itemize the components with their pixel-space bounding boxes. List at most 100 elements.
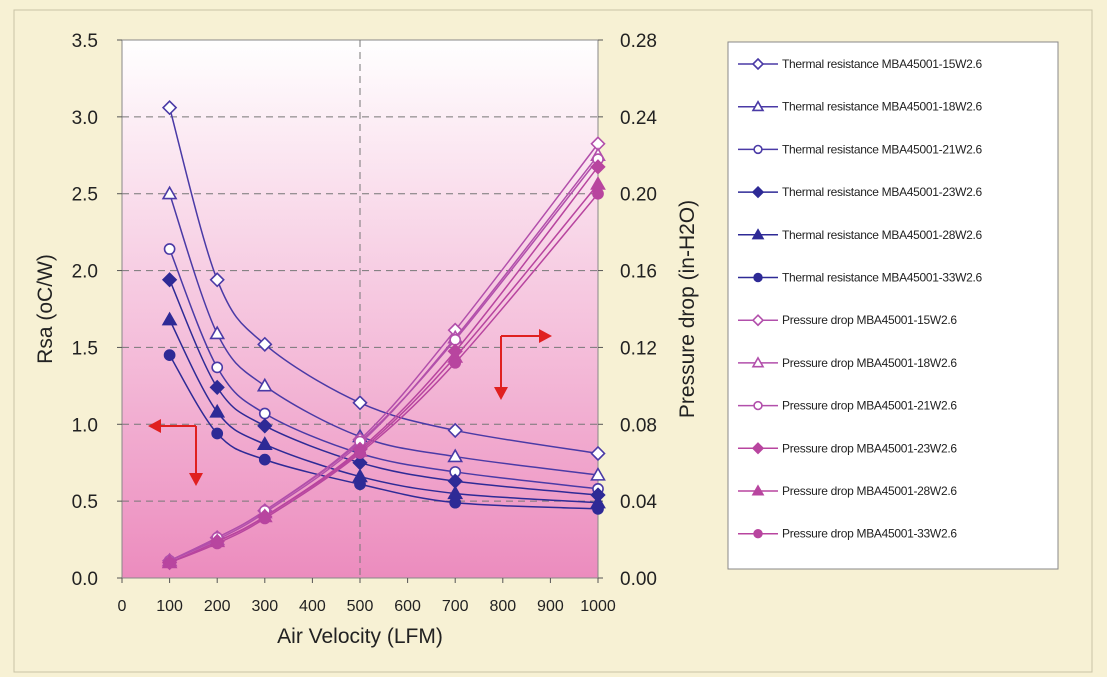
data-point xyxy=(258,453,271,466)
data-point xyxy=(209,403,226,418)
data-point xyxy=(258,512,271,525)
series-4 xyxy=(161,272,606,503)
data-point xyxy=(449,356,462,369)
data-point xyxy=(161,185,178,200)
legend-item: Pressure drop MBA45001-23W2.6 xyxy=(738,441,958,455)
series-line xyxy=(168,319,599,504)
x-tick-label: 400 xyxy=(299,598,326,615)
y-axis-title: Rsa (oC/W) xyxy=(34,254,57,364)
data-point xyxy=(209,272,225,288)
series-6 xyxy=(163,349,604,515)
x-tick-label: 1000 xyxy=(580,598,616,615)
data-point xyxy=(256,377,273,392)
y-tick-label: 3.0 xyxy=(72,108,98,129)
x-tick-label: 900 xyxy=(537,598,564,615)
series-line xyxy=(168,279,599,496)
legend-marker xyxy=(751,228,765,240)
y-tick-label: 3.5 xyxy=(72,31,98,52)
series-line xyxy=(168,107,599,455)
x-tick-label: 700 xyxy=(442,598,469,615)
series-line xyxy=(168,248,599,490)
data-point xyxy=(211,427,224,440)
y-tick-label: 1.5 xyxy=(72,338,98,359)
data-point xyxy=(449,333,462,346)
series-line xyxy=(168,193,599,476)
data-point xyxy=(256,436,273,450)
y2-tick-label: 0.28 xyxy=(620,31,657,52)
x-tick-label: 0 xyxy=(118,598,127,615)
legend-marker xyxy=(751,484,765,496)
legend-marker xyxy=(751,100,765,112)
legend-marker xyxy=(753,272,763,283)
data-point xyxy=(352,395,368,411)
x-tick-label: 600 xyxy=(394,598,421,615)
legend-item: Thermal resistance MBA45001-23W2.6 xyxy=(738,185,983,199)
left-axis-arrow xyxy=(148,419,203,486)
x-tick-label: 800 xyxy=(489,598,516,615)
data-point xyxy=(161,100,178,116)
legend-item: Pressure drop MBA45001-21W2.6 xyxy=(738,399,958,413)
legend-item: Pressure drop MBA45001-28W2.6 xyxy=(738,484,958,498)
x-tick-label: 200 xyxy=(204,598,231,615)
series-line xyxy=(168,354,599,510)
data-point xyxy=(257,336,273,352)
legend-label: Pressure drop MBA45001-28W2.6 xyxy=(782,484,957,498)
legend-label: Thermal resistance MBA45001-21W2.6 xyxy=(782,142,983,156)
legend-label: Thermal resistance MBA45001-18W2.6 xyxy=(782,100,983,114)
data-point xyxy=(590,159,606,175)
legend-label: Thermal resistance MBA45001-23W2.6 xyxy=(782,185,983,199)
legend-item: Thermal resistance MBA45001-33W2.6 xyxy=(738,271,983,285)
data-point xyxy=(447,422,463,439)
data-point xyxy=(209,325,226,340)
data-point xyxy=(163,243,176,255)
x-axis: 0 100 200 300 400 500 600 700 800 900 1000 xyxy=(118,578,616,615)
legend-marker xyxy=(753,528,763,539)
data-point xyxy=(590,445,606,462)
data-point xyxy=(209,379,225,396)
data-point xyxy=(592,187,604,200)
x-tick-label: 100 xyxy=(156,598,183,615)
legend-marker xyxy=(753,144,763,155)
legend-marker xyxy=(753,400,763,411)
y2-tick-label: 0.20 xyxy=(620,185,657,206)
data-point xyxy=(354,447,366,459)
legend-item: Pressure drop MBA45001-15W2.6 xyxy=(738,313,958,327)
legend-item: Pressure drop MBA45001-18W2.6 xyxy=(738,356,958,370)
right-axis-arrow xyxy=(494,329,552,400)
y2-tick-label: 0.12 xyxy=(620,338,657,359)
series-group xyxy=(161,100,606,571)
data-point xyxy=(354,478,366,491)
chart-frame xyxy=(13,9,1093,673)
data-point xyxy=(211,537,224,550)
legend-item: Thermal resistance MBA45001-15W2.6 xyxy=(738,57,983,71)
legend-label: Pressure drop MBA45001-15W2.6 xyxy=(782,313,957,327)
legend-label: Pressure drop MBA45001-23W2.6 xyxy=(782,441,957,455)
y-tick-label: 0.5 xyxy=(72,492,98,513)
y2-axis-title: Pressure drop (in-H2O) xyxy=(676,200,699,418)
legend-marker xyxy=(751,185,765,199)
y-axis-right: 0.00 0.04 0.08 0.12 0.16 0.20 0.24 0.28 xyxy=(598,31,657,590)
data-point xyxy=(592,502,604,515)
legend-label: Thermal resistance MBA45001-33W2.6 xyxy=(782,271,983,285)
y2-tick-label: 0.08 xyxy=(620,415,657,436)
legend-marker xyxy=(751,442,765,455)
data-point xyxy=(163,349,176,361)
data-point xyxy=(449,496,462,509)
data-point xyxy=(257,418,273,434)
legend-item: Thermal resistance MBA45001-21W2.6 xyxy=(738,142,983,156)
data-point xyxy=(163,556,176,569)
data-point xyxy=(161,311,178,326)
legend-marker xyxy=(751,314,765,327)
series-5 xyxy=(161,311,606,509)
y-axis-left: 0.0 0.5 1.0 1.5 2.0 2.5 3.0 3.5 xyxy=(72,31,122,590)
y-tick-label: 0.0 xyxy=(72,569,98,590)
legend-entries: Thermal resistance MBA45001-15W2.6 Therma… xyxy=(738,57,983,541)
legend-marker xyxy=(751,57,765,71)
series-1 xyxy=(161,100,606,462)
data-point xyxy=(211,361,224,374)
y-tick-label: 1.0 xyxy=(72,415,98,436)
y2-tick-label: 0.16 xyxy=(620,262,657,283)
y2-tick-label: 0.00 xyxy=(620,569,657,590)
data-point xyxy=(590,466,606,481)
